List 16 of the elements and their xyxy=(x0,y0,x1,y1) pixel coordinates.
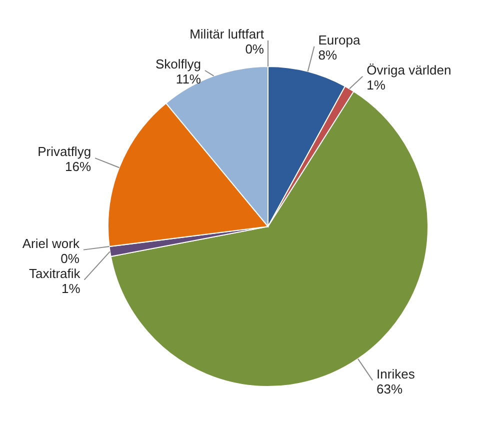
slice-label: Taxitrafik xyxy=(28,266,81,281)
legend-label: Ariel work xyxy=(22,236,80,251)
data-label: 1% xyxy=(61,280,81,296)
slice-label: Inrikes xyxy=(376,366,416,382)
data-label: 1% xyxy=(366,77,386,92)
slice-label: Privatflyg xyxy=(38,144,92,160)
text: 0% xyxy=(60,250,80,266)
slice-label: Övriga världen xyxy=(366,62,452,78)
data-label: 11% xyxy=(176,72,202,86)
slice-label: Skolflyg xyxy=(155,56,201,72)
slice-label: Europa xyxy=(318,32,361,48)
category-label: Militär luftfart xyxy=(190,26,264,42)
data-label: 16% xyxy=(65,159,92,174)
data-label: 63% xyxy=(376,381,404,396)
text: 0% xyxy=(245,42,264,56)
data-label: 8% xyxy=(318,47,338,62)
